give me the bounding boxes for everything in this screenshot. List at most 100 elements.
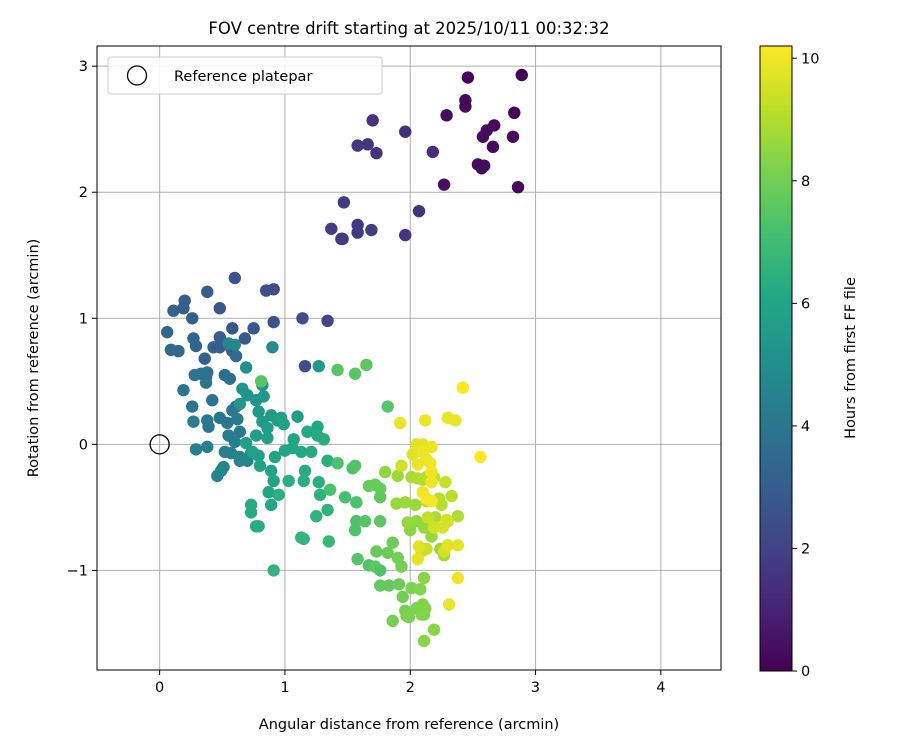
data-point	[291, 410, 304, 423]
data-point	[233, 425, 247, 438]
colorbar-ticks: 0 2 4 6 8 10	[792, 51, 819, 680]
data-point	[252, 449, 265, 462]
data-point	[461, 71, 475, 84]
data-point	[321, 503, 334, 517]
data-point	[336, 232, 349, 246]
data-point	[267, 564, 280, 577]
data-point	[267, 283, 280, 296]
data-point	[409, 498, 422, 512]
data-point	[370, 545, 383, 558]
data-point	[373, 515, 387, 528]
data-point	[257, 390, 270, 403]
data-point	[252, 405, 265, 418]
data-point	[386, 614, 399, 628]
data-point	[365, 223, 378, 237]
data-point	[278, 444, 292, 457]
data-point	[451, 510, 465, 523]
data-point	[239, 436, 253, 450]
y-tick-label: 1	[79, 311, 88, 327]
data-point	[425, 465, 438, 479]
y-tick-label: 0	[79, 437, 88, 453]
data-point	[186, 400, 199, 413]
data-point	[378, 465, 392, 479]
data-point	[201, 285, 214, 299]
x-tick-label: 3	[531, 680, 540, 696]
data-point	[360, 358, 373, 372]
colorbar-tick-label: 10	[801, 51, 819, 67]
data-point	[231, 412, 244, 426]
colorbar-frame	[759, 45, 793, 672]
colorbar-tick-label: 0	[801, 664, 810, 680]
data-point	[253, 459, 267, 472]
data-point	[381, 546, 394, 559]
data-point	[321, 454, 334, 467]
data-point	[399, 125, 412, 138]
data-point	[441, 539, 455, 552]
data-point	[417, 608, 431, 621]
data-point	[474, 450, 487, 464]
colorbar: 0 2 4 6 8 10 Hours from first FF file	[759, 45, 859, 680]
y-axis: −1 0 1 2 3	[67, 59, 97, 579]
data-point	[264, 464, 278, 478]
colorbar-tick-label: 8	[801, 174, 810, 190]
plot-frame	[96, 45, 722, 671]
data-point	[187, 415, 200, 428]
data-point	[213, 331, 226, 344]
data-point	[394, 416, 407, 430]
data-point	[417, 634, 431, 648]
data-point	[348, 367, 362, 380]
data-point	[268, 450, 282, 464]
data-point	[506, 130, 520, 143]
data-point	[172, 344, 185, 358]
y-tick-label: 3	[79, 59, 88, 75]
data-point	[351, 226, 364, 239]
data-point	[337, 196, 351, 209]
data-point	[417, 571, 431, 585]
data-point	[399, 228, 412, 242]
data-point	[228, 435, 242, 449]
data-point	[392, 578, 406, 591]
data-point	[295, 445, 308, 459]
data-point	[188, 368, 201, 382]
data-point	[217, 460, 230, 474]
data-point	[331, 363, 344, 377]
data-point	[312, 359, 325, 373]
y-tick-label: −1	[67, 563, 88, 579]
legend-open-circle-icon	[126, 65, 148, 86]
data-point	[445, 489, 458, 503]
data-point	[411, 458, 424, 471]
data-point	[244, 506, 258, 519]
data-point	[254, 375, 268, 388]
data-point	[261, 421, 274, 435]
data-point	[395, 560, 408, 573]
data-point	[411, 552, 424, 566]
data-point	[396, 590, 409, 604]
data-point	[177, 302, 190, 315]
data-point	[412, 540, 426, 553]
colorbar-tick-label: 6	[801, 296, 810, 312]
data-point	[441, 515, 455, 528]
x-axis: 0 1 2 3 4	[155, 670, 665, 696]
data-point	[228, 271, 242, 285]
data-point	[427, 521, 441, 534]
data-point	[296, 312, 309, 325]
data-point	[267, 315, 280, 329]
y-tick-label: 2	[79, 185, 88, 201]
data-point	[373, 482, 387, 495]
data-point	[515, 68, 528, 82]
data-point	[459, 100, 472, 113]
x-axis-label: Angular distance from reference (arcmin)	[259, 717, 559, 733]
data-point	[238, 332, 252, 345]
data-point	[425, 494, 438, 508]
data-point	[301, 425, 314, 438]
data-point	[399, 496, 412, 509]
data-point	[249, 429, 263, 442]
data-point	[439, 475, 452, 489]
data-point	[412, 204, 426, 218]
data-points	[160, 68, 528, 648]
legend-box	[107, 56, 383, 95]
data-point	[421, 511, 434, 524]
x-tick-label: 4	[656, 680, 665, 696]
x-tick-label: 1	[280, 680, 289, 696]
